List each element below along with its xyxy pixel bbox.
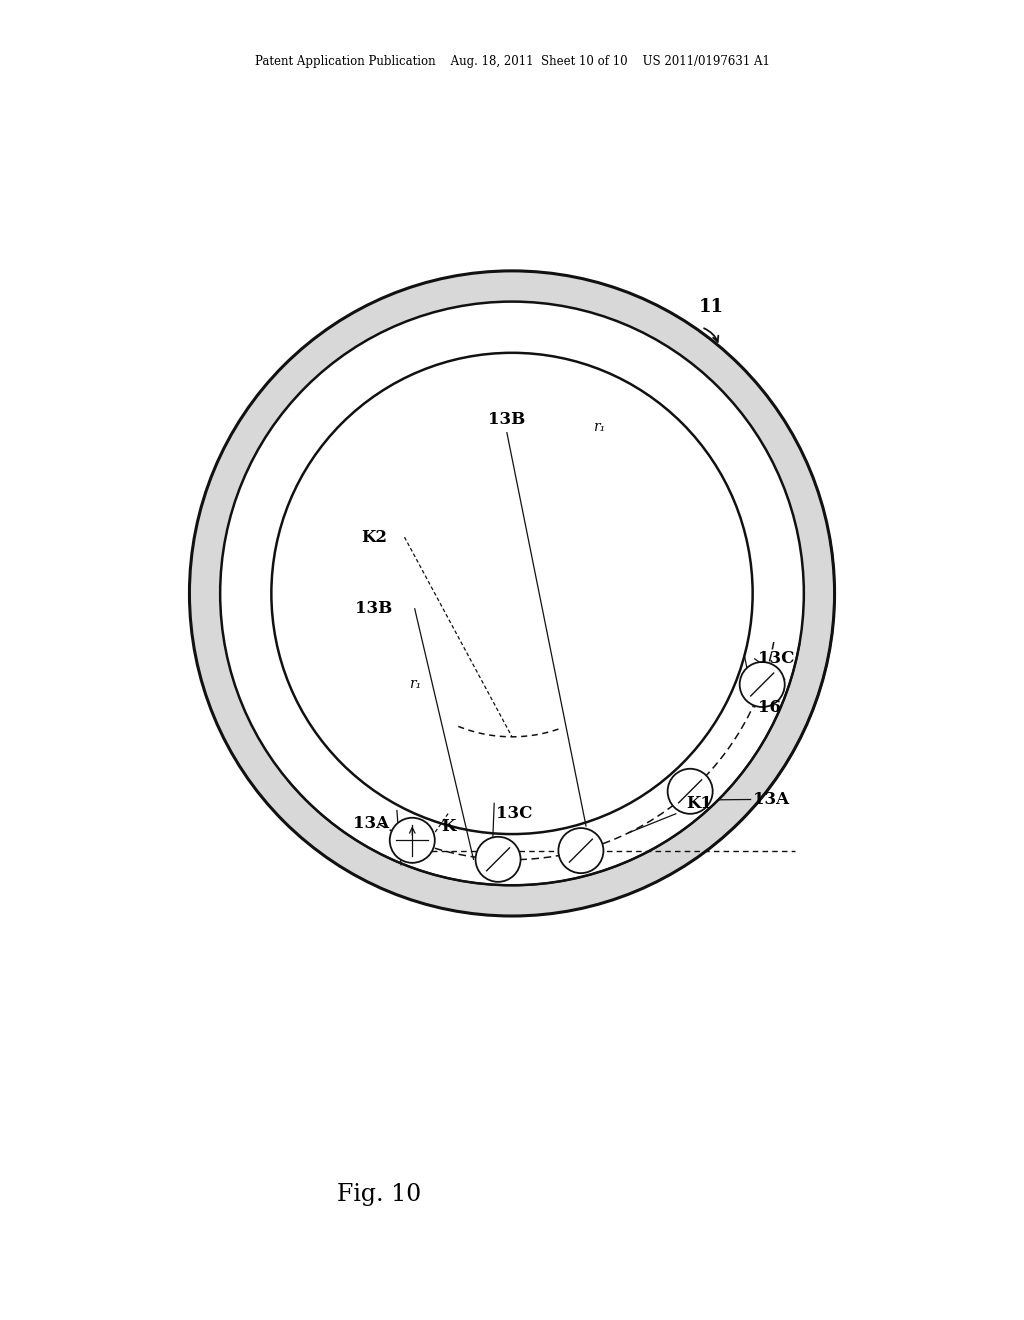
Text: 13A: 13A — [753, 791, 788, 808]
Text: 13C: 13C — [497, 805, 532, 822]
Text: 16: 16 — [758, 698, 780, 715]
Text: 13B: 13B — [355, 601, 392, 618]
Text: Patent Application Publication    Aug. 18, 2011  Sheet 10 of 10    US 2011/01976: Patent Application Publication Aug. 18, … — [255, 55, 769, 69]
Text: K2: K2 — [360, 528, 387, 545]
Text: K1: K1 — [686, 795, 712, 812]
Text: 13B: 13B — [488, 411, 525, 428]
Text: 11: 11 — [699, 298, 724, 315]
Text: 13A: 13A — [353, 816, 389, 833]
Circle shape — [390, 818, 435, 863]
Text: Fig. 10: Fig. 10 — [337, 1183, 421, 1206]
Text: K: K — [441, 818, 456, 836]
Text: r₁: r₁ — [593, 420, 605, 433]
PathPatch shape — [189, 271, 835, 916]
Circle shape — [475, 837, 520, 882]
Circle shape — [558, 828, 603, 873]
Text: r₁: r₁ — [409, 677, 421, 690]
Circle shape — [739, 661, 784, 708]
Text: 13C: 13C — [758, 651, 795, 668]
Circle shape — [668, 768, 713, 814]
